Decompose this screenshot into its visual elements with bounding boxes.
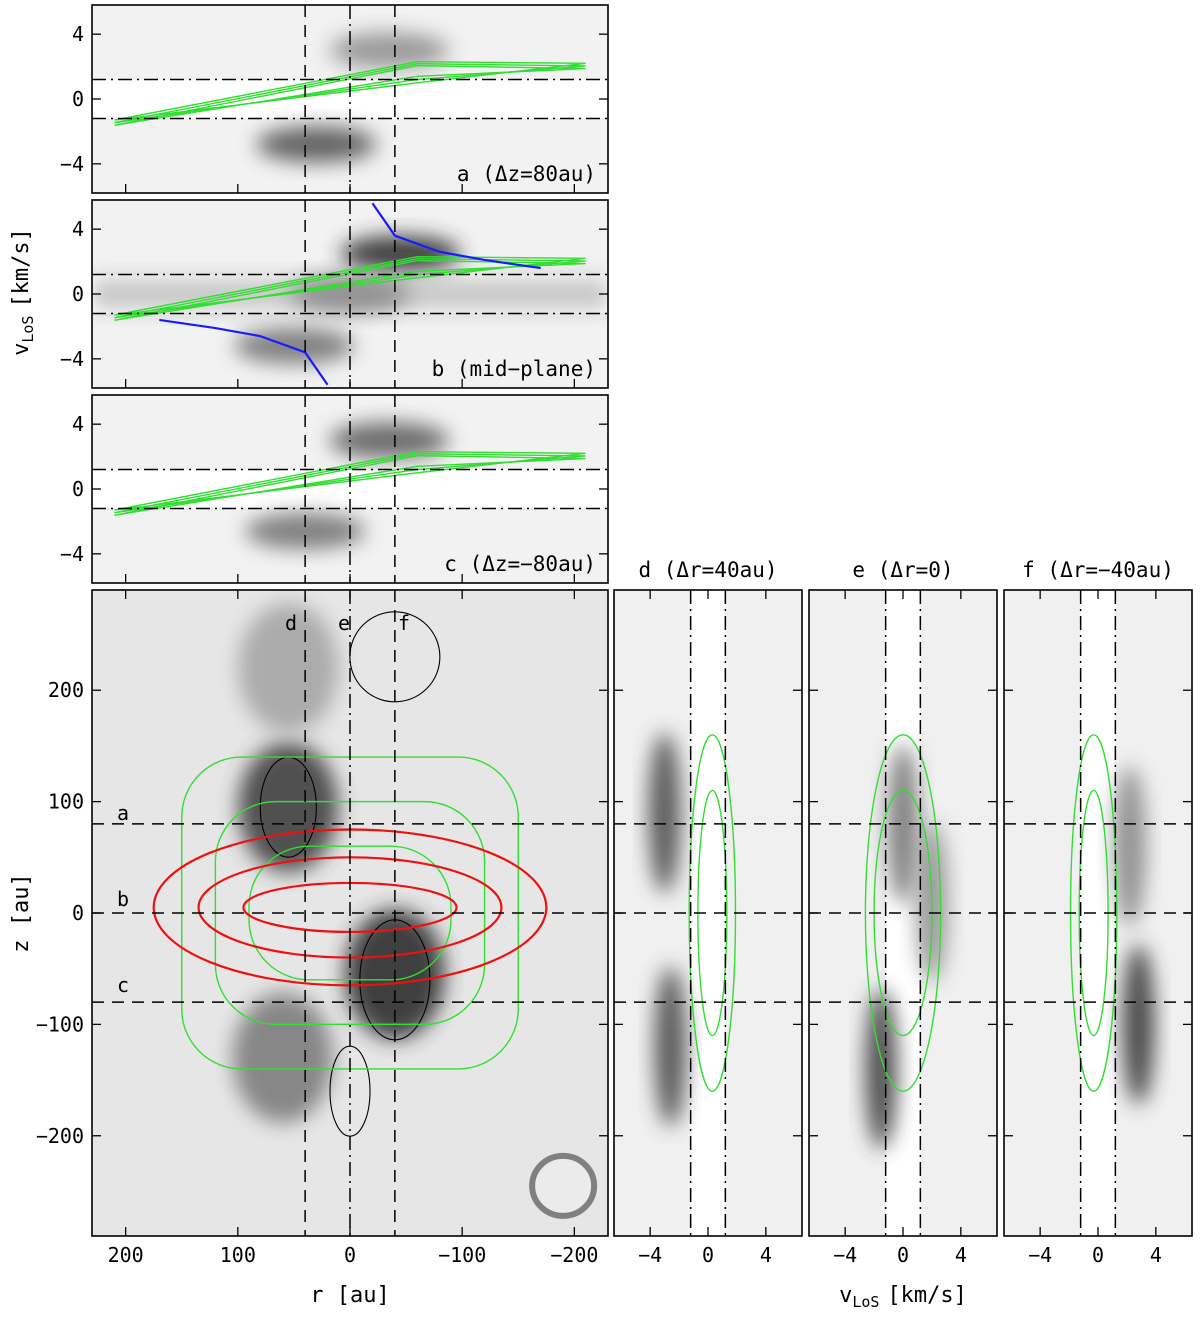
panel-c-model-contour-1 bbox=[114, 452, 586, 514]
panel-e-xtick-label: 4 bbox=[955, 1243, 967, 1267]
panel-a-model-contour-1 bbox=[114, 62, 586, 124]
panel-a-model-contour-0 bbox=[114, 61, 586, 121]
panel-f-emission-1 bbox=[1113, 766, 1146, 927]
panel-a-ytick-label: −4 bbox=[60, 152, 84, 176]
panel-main-xtick-label: 0 bbox=[344, 1243, 356, 1267]
panel-c-pv-dz-80: −4 0 4 bbox=[60, 394, 609, 584]
vlos-x-v: v bbox=[839, 1283, 852, 1308]
panel-main-ytick-label: −200 bbox=[36, 1124, 84, 1148]
panel-main-model-contour-2 bbox=[248, 845, 452, 981]
panel-a-ytick-label: 0 bbox=[72, 87, 84, 111]
panel-b-keplerian-curve-1 bbox=[159, 318, 329, 386]
panel-e-xtick-label: 0 bbox=[897, 1243, 909, 1267]
panel-main-ytick-label: 200 bbox=[48, 678, 84, 702]
cut-label-e: e bbox=[338, 611, 350, 635]
panel-f-xtick-label: −4 bbox=[1028, 1243, 1052, 1267]
panel-f-title: f (Δr=−40au) bbox=[1022, 558, 1174, 582]
panel-main-xtick-label: 200 bbox=[108, 1243, 144, 1267]
panel-main-ytick-label: −100 bbox=[36, 1012, 84, 1036]
panel-a-pv-dz80: −4 0 4 bbox=[60, 4, 609, 194]
panel-d-xtick-label: 0 bbox=[702, 1243, 714, 1267]
panel-d-plot bbox=[614, 590, 802, 1236]
vlos-x-axis-title: vLoS [km/s] bbox=[839, 1283, 967, 1311]
panel-e-plot bbox=[809, 590, 997, 1236]
panel-main-plot bbox=[92, 590, 608, 1236]
panel-b-ytick-label: 4 bbox=[72, 217, 84, 241]
panel-e-emission-0 bbox=[865, 988, 898, 1149]
panel-main-emission-2 bbox=[232, 992, 333, 1123]
panel-a-plot bbox=[92, 5, 608, 193]
panel-a-model-contour-2 bbox=[114, 64, 586, 126]
panel-c-ytick-label: −4 bbox=[60, 542, 84, 566]
vlos-axis-title: vLoS [km/s] bbox=[9, 228, 37, 356]
panel-c-emission-1 bbox=[245, 513, 366, 550]
panel-c-emission-0 bbox=[329, 422, 450, 459]
panel-main-emission-0 bbox=[238, 742, 339, 873]
z-axis-title: z [au] bbox=[9, 873, 34, 952]
r-axis-title: r [au] bbox=[310, 1283, 389, 1308]
vlos-x-unit: [km/s] bbox=[887, 1283, 966, 1308]
panel-f-plot bbox=[1004, 590, 1192, 1236]
vlos-v: v bbox=[9, 343, 34, 356]
panel-a-title: a (Δz=80au) bbox=[457, 162, 596, 186]
panel-a-ytick-label: 4 bbox=[72, 22, 84, 46]
panel-c-model-contour-2 bbox=[114, 454, 586, 516]
panel-b-emission-1 bbox=[233, 327, 354, 364]
panel-main-xtick-label: −100 bbox=[438, 1243, 486, 1267]
panel-d-emission-0 bbox=[648, 732, 681, 893]
panel-e-xtick-label: −4 bbox=[833, 1243, 857, 1267]
panel-c-ytick-label: 0 bbox=[72, 477, 84, 501]
panel-f-xtick-label: 0 bbox=[1092, 1243, 1104, 1267]
vlos-sub: LoS bbox=[19, 316, 37, 343]
panel-b-pv-midplane: −4 0 4 bbox=[60, 199, 609, 389]
panel-d-xtick-label: 4 bbox=[760, 1243, 772, 1267]
panel-c-title: c (Δz=−80au) bbox=[444, 552, 596, 576]
panel-e-vz-dr0: −4 0 4 bbox=[808, 589, 998, 1267]
panel-d-xtick-label: −4 bbox=[638, 1243, 662, 1267]
cut-label-c: c bbox=[117, 973, 129, 997]
panel-a-emission-1 bbox=[329, 32, 450, 69]
cut-label-d: d bbox=[285, 611, 297, 635]
cut-label-b: b bbox=[117, 887, 129, 911]
vlos-unit: [km/s] bbox=[9, 228, 34, 307]
panel-main-ytick-label: 100 bbox=[48, 790, 84, 814]
panel-e-title: e (Δr=0) bbox=[852, 558, 953, 582]
panel-d-title: d (Δr=40au) bbox=[638, 558, 777, 582]
panel-main-xtick-label: −200 bbox=[550, 1243, 598, 1267]
vlos-x-sub: LoS bbox=[852, 1293, 879, 1311]
panel-a-emission-0 bbox=[256, 126, 377, 163]
panel-b-model-contour-1 bbox=[114, 257, 586, 319]
panel-b-emission-0 bbox=[340, 235, 461, 272]
panel-b-ytick-label: −4 bbox=[60, 347, 84, 371]
panel-c-plot bbox=[92, 395, 608, 583]
panel-main-emission-3 bbox=[238, 602, 339, 733]
panel-b-keplerian-curve-0 bbox=[371, 202, 541, 270]
panel-b-model-contour-2 bbox=[114, 259, 586, 321]
cut-label-a: a bbox=[117, 801, 129, 825]
panel-main-rz-map: −200 −100 0 100 200 200 100 0 −100 −200 bbox=[36, 589, 609, 1267]
cut-label-f: f bbox=[398, 611, 410, 635]
panel-main-ytick-label: 0 bbox=[72, 901, 84, 925]
panel-c-model-contour-0 bbox=[114, 451, 586, 511]
svg-text:vLoS[km/s]: vLoS [km/s] bbox=[9, 228, 37, 356]
panel-b-plot bbox=[92, 200, 608, 388]
panel-e-emission-1 bbox=[887, 743, 919, 904]
panel-d-emission-1 bbox=[654, 966, 687, 1127]
panel-f-xtick-label: 4 bbox=[1150, 1243, 1162, 1267]
panel-b-title: b (mid−plane) bbox=[432, 357, 596, 381]
panel-f-vz-dr-40: −4 0 4 bbox=[1003, 589, 1193, 1267]
panel-d-vz-dr40: −4 0 4 bbox=[613, 589, 803, 1267]
panel-c-ytick-label: 4 bbox=[72, 412, 84, 436]
panel-main-xtick-label: 100 bbox=[220, 1243, 256, 1267]
panel-b-ytick-label: 0 bbox=[72, 282, 84, 306]
panel-f-emission-0 bbox=[1122, 944, 1155, 1105]
panel-main-beam bbox=[529, 1152, 598, 1219]
